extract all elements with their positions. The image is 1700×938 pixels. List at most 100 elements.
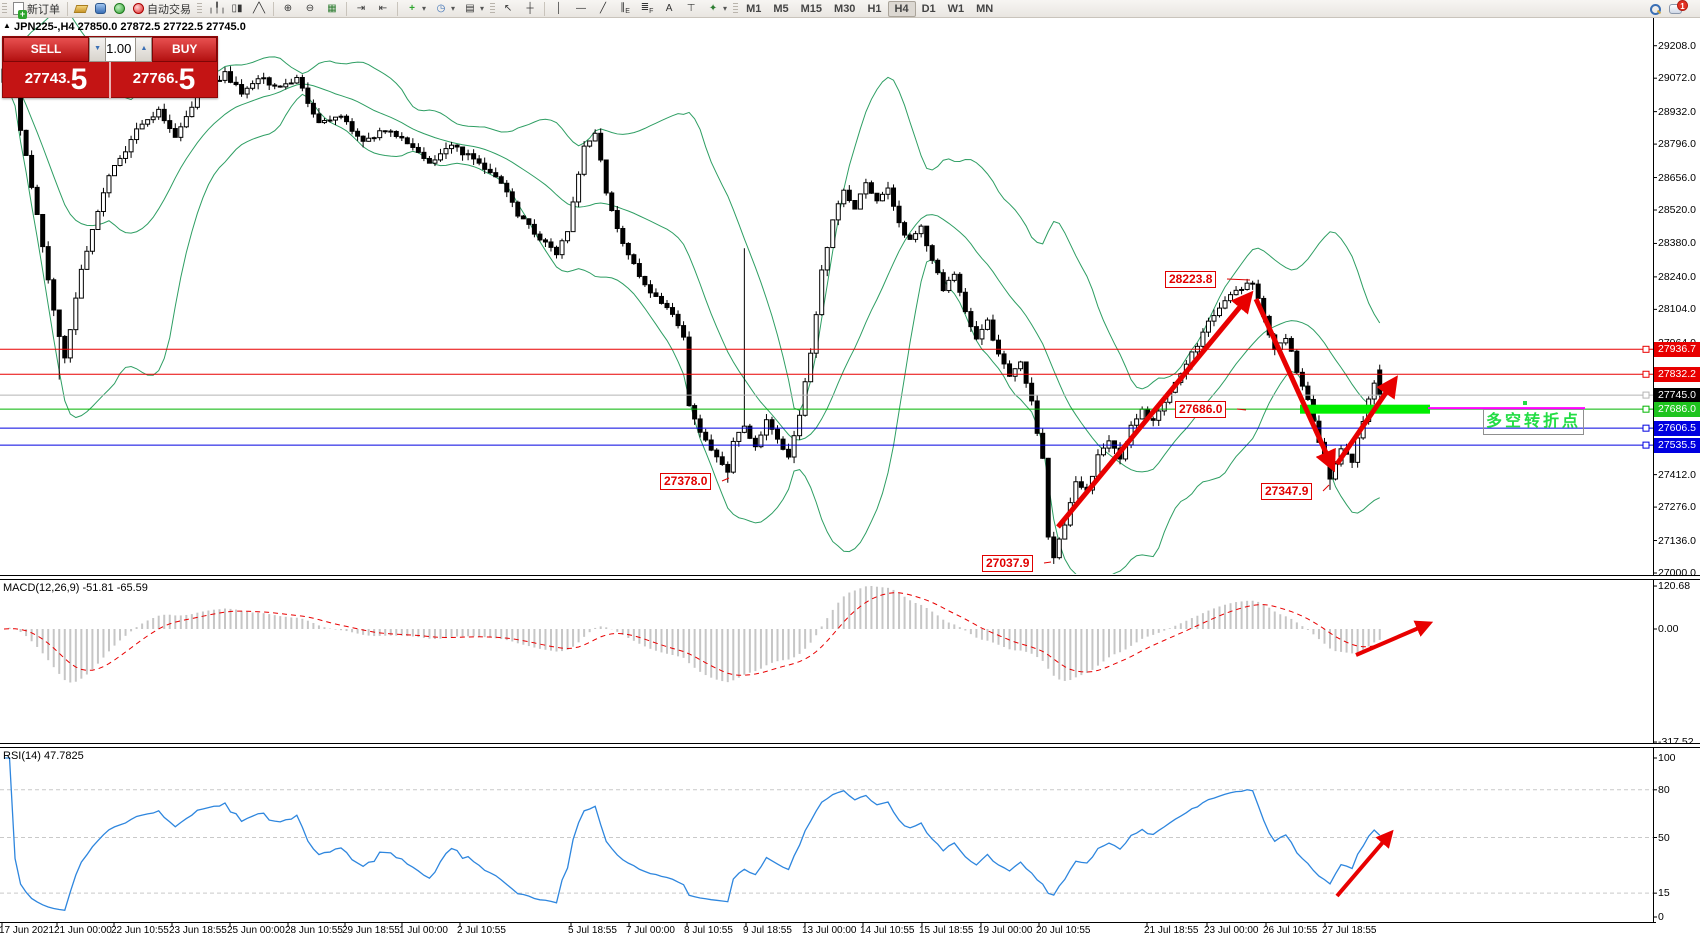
text-label-button[interactable]: ⊤	[680, 1, 702, 17]
macd-panel-separator[interactable]	[0, 575, 1700, 580]
tile-windows-icon: ▦	[327, 3, 337, 14]
time-tick-label: 8 Jul 10:55	[684, 925, 733, 936]
time-tick-label: 29 Jun 18:55	[342, 925, 400, 936]
search-button[interactable]	[1645, 1, 1665, 17]
price-callout-label[interactable]: 27378.0	[660, 473, 712, 490]
arrows-icon: ✦	[708, 3, 718, 14]
sell-button[interactable]: SELL	[3, 37, 90, 62]
autotrade-icon	[133, 3, 144, 14]
volume-increase-button[interactable]: ▲	[135, 37, 153, 62]
time-tick-label: 21 Jun 00:00	[54, 925, 112, 936]
line-chart-button[interactable]: ╱╲	[248, 1, 270, 17]
chart-shift-button[interactable]: ⇤	[372, 1, 394, 17]
macd-indicator	[3, 586, 1381, 683]
channel-button[interactable]: ∥E	[614, 1, 636, 17]
rsi-tick-label: 15	[1658, 887, 1670, 900]
symbol-list-icon[interactable]: ▲	[3, 21, 11, 30]
rsi-panel-separator[interactable]	[0, 743, 1700, 748]
signals-icon	[114, 3, 125, 14]
new-order-button[interactable]: 新订单	[9, 1, 64, 19]
trend-arrow	[1056, 290, 1254, 529]
arrows-button[interactable]: ✦ ▾	[702, 1, 731, 17]
price-marker: 27535.5	[1654, 438, 1700, 454]
timeframe-M30[interactable]: M30	[834, 2, 856, 15]
time-tick-label: 15 Jul 18:55	[919, 925, 974, 936]
price-callout-label[interactable]: 27347.9	[1261, 483, 1313, 500]
gold-button[interactable]	[71, 1, 91, 17]
turning-point-textbox[interactable]: 多空转折点	[1483, 409, 1584, 435]
candlestick-series	[1, 56, 1383, 564]
buy-price-tile[interactable]: 27766.5	[132, 63, 196, 96]
time-tick-label: 7 Jul 00:00	[626, 925, 675, 936]
candlestick-chart-button[interactable]: ▯▮	[226, 1, 248, 17]
vline-button[interactable]: │	[548, 1, 570, 17]
bollinger-bands	[3, 18, 1381, 574]
timeframe-D1[interactable]: D1	[921, 2, 936, 15]
rsi-label: RSI(14) 47.7825	[3, 750, 84, 762]
market-icon	[95, 3, 106, 14]
fibonacci-button[interactable]: ≣F	[636, 1, 658, 17]
time-tick-label: 5 Jul 18:55	[568, 925, 617, 936]
new-order-icon	[13, 2, 27, 19]
price-tick-label: 28520.0	[1658, 204, 1696, 216]
channel-icon: ∥E	[620, 2, 630, 15]
price-tick-label: 27412.0	[1658, 468, 1696, 481]
ohlc-high: 27872.5	[120, 21, 161, 33]
price-tick-label: 29072.0	[1658, 72, 1696, 85]
hline-anchor	[1642, 370, 1650, 378]
timeframe-M15[interactable]: M15	[800, 2, 823, 15]
toolbar-grip[interactable]	[2, 2, 7, 15]
template-button[interactable]: ▤ ▾	[459, 1, 488, 17]
line-chart-icon: ╱╲	[252, 3, 266, 14]
clock-icon: ◷	[436, 3, 446, 14]
ohlc-close: 27745.0	[206, 21, 246, 33]
chart-shift-icon: ⇤	[378, 3, 388, 14]
buy-button[interactable]: BUY	[152, 37, 217, 62]
price-tick-label: 28240.0	[1658, 270, 1696, 283]
crosshair-button[interactable]: ┼	[519, 1, 541, 17]
market-button[interactable]	[91, 1, 110, 17]
timeframe-M5[interactable]: M5	[773, 2, 789, 15]
time-tick-label: 21 Jul 18:55	[1144, 925, 1199, 936]
hline-button[interactable]: —	[570, 1, 592, 17]
zoom-out-button[interactable]: ⊖	[299, 1, 321, 17]
rsi-tick-label: 100	[1658, 752, 1676, 764]
gold-icon	[73, 4, 89, 13]
price-callout-label[interactable]: 27037.9	[982, 555, 1034, 572]
price-callout-label[interactable]: 27686.0	[1175, 401, 1227, 418]
time-tick-label: 27 Jul 18:55	[1322, 925, 1377, 936]
time-tick-label: 25 Jun 00:00	[227, 925, 285, 936]
autotrade-label: 自动交易	[147, 3, 191, 16]
zoom-in-button[interactable]: ⊕	[277, 1, 299, 17]
auto-scroll-button[interactable]: ⇥	[350, 1, 372, 17]
price-callout-label[interactable]: 28223.8	[1165, 271, 1217, 288]
timeframe-MN[interactable]: MN	[976, 2, 994, 15]
price-marker: 27832.2	[1654, 367, 1700, 383]
signals-button[interactable]	[110, 1, 129, 17]
auto-scroll-icon: ⇥	[356, 3, 366, 14]
volume-input[interactable]: 1.00	[106, 37, 136, 62]
timeframe-H4[interactable]: H4	[887, 0, 916, 17]
text-button[interactable]: A	[658, 1, 680, 17]
one-click-trade-panel: SELL ▼ 1.00 ▲ BUY 27743.5 27766.5	[2, 36, 218, 99]
bar-chart-button[interactable]: ╷╿╷	[204, 1, 226, 17]
timeframe-M1[interactable]: M1	[746, 2, 762, 15]
tile-windows-button[interactable]: ▦	[321, 1, 343, 17]
notifications-button[interactable]: 1	[1665, 0, 1688, 17]
autotrade-button[interactable]: 自动交易	[129, 1, 195, 17]
candlestick-chart-icon: ▯▮	[231, 3, 243, 14]
period-button[interactable]: ◷ ▾	[430, 1, 459, 17]
bar-chart-icon: ╷╿╷	[208, 3, 227, 14]
price-axis-line	[1653, 18, 1654, 922]
volume-decrease-button[interactable]: ▼	[89, 37, 107, 62]
sell-price-tile[interactable]: 27743.5	[3, 62, 111, 99]
time-tick-label: 19 Jul 00:00	[978, 925, 1033, 936]
timeframe-H1[interactable]: H1	[867, 2, 882, 15]
price-tick-label: 28104.0	[1658, 303, 1696, 316]
trendline-icon: ╱	[600, 3, 607, 14]
add-indicator-button[interactable]: + ▾	[401, 1, 430, 17]
cursor-button[interactable]: ↖	[497, 1, 519, 17]
trendline-button[interactable]: ╱	[592, 1, 614, 17]
timeframe-W1[interactable]: W1	[947, 2, 965, 15]
